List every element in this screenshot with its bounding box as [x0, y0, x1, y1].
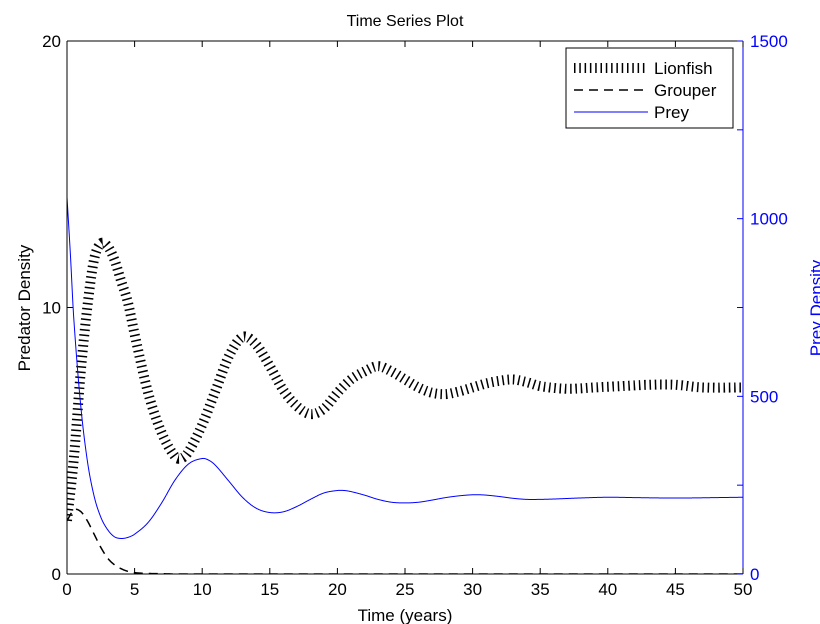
legend: Lionfish Grouper Prey — [565, 47, 734, 129]
x-axis-title: Time (years) — [358, 606, 453, 624]
x-tick-label: 0 — [62, 580, 71, 599]
y-left-tick-label: 0 — [52, 565, 61, 584]
series-prey-line — [67, 197, 743, 539]
y-left-axis-title: Predator Density — [15, 244, 34, 371]
x-tick-label: 45 — [666, 580, 685, 599]
x-tick-label: 10 — [193, 580, 212, 599]
legend-box — [565, 47, 734, 129]
y-left-tick-label: 20 — [42, 32, 61, 51]
x-tick-label: 40 — [598, 580, 617, 599]
legend-grouper-label: Grouper — [654, 81, 717, 100]
x-tick-label: 35 — [531, 580, 550, 599]
x-tick-label: 30 — [463, 580, 482, 599]
plot-area — [67, 197, 743, 574]
y-left-tick-label: 10 — [42, 299, 61, 318]
legend-prey-label: Prey — [654, 103, 689, 122]
x-tick-label: 5 — [130, 580, 139, 599]
x-tick-label: 15 — [260, 580, 279, 599]
y-right-tick-label: 0 — [750, 565, 759, 584]
series-grouper-line — [67, 508, 743, 574]
series-lionfish-line — [67, 237, 743, 522]
y-right-tick-label: 1000 — [750, 210, 788, 229]
x-tick-label: 20 — [328, 580, 347, 599]
x-tick-label: 25 — [396, 580, 415, 599]
y-right-tick-label: 500 — [750, 387, 778, 406]
y-right-tick-label: 1500 — [750, 32, 788, 51]
x-tick-label: 50 — [734, 580, 753, 599]
legend-lionfish-label: Lionfish — [654, 59, 713, 78]
chart-title: Time Series Plot — [347, 13, 464, 30]
y-right-axis-title: Prey Density — [807, 259, 820, 356]
plot-series-group — [67, 197, 743, 574]
